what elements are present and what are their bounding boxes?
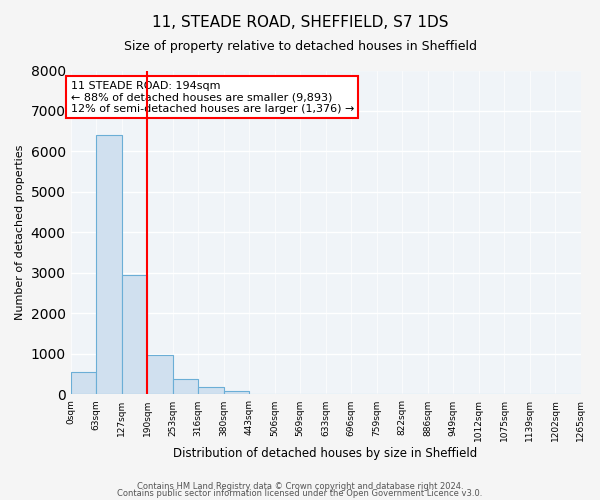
Text: 11 STEADE ROAD: 194sqm
← 88% of detached houses are smaller (9,893)
12% of semi-: 11 STEADE ROAD: 194sqm ← 88% of detached… [71,80,354,114]
Text: Size of property relative to detached houses in Sheffield: Size of property relative to detached ho… [124,40,476,53]
Y-axis label: Number of detached properties: Number of detached properties [15,145,25,320]
Text: 11, STEADE ROAD, SHEFFIELD, S7 1DS: 11, STEADE ROAD, SHEFFIELD, S7 1DS [152,15,448,30]
Bar [122,275,147,394]
Bar [147,355,173,395]
Bar [96,136,122,394]
Text: Contains HM Land Registry data © Crown copyright and database right 2024.: Contains HM Land Registry data © Crown c… [137,482,463,491]
Text: Contains public sector information licensed under the Open Government Licence v3: Contains public sector information licen… [118,489,482,498]
Bar [224,391,249,394]
Bar [173,378,198,394]
Bar [71,372,96,394]
Bar [198,388,224,394]
X-axis label: Distribution of detached houses by size in Sheffield: Distribution of detached houses by size … [173,447,478,460]
